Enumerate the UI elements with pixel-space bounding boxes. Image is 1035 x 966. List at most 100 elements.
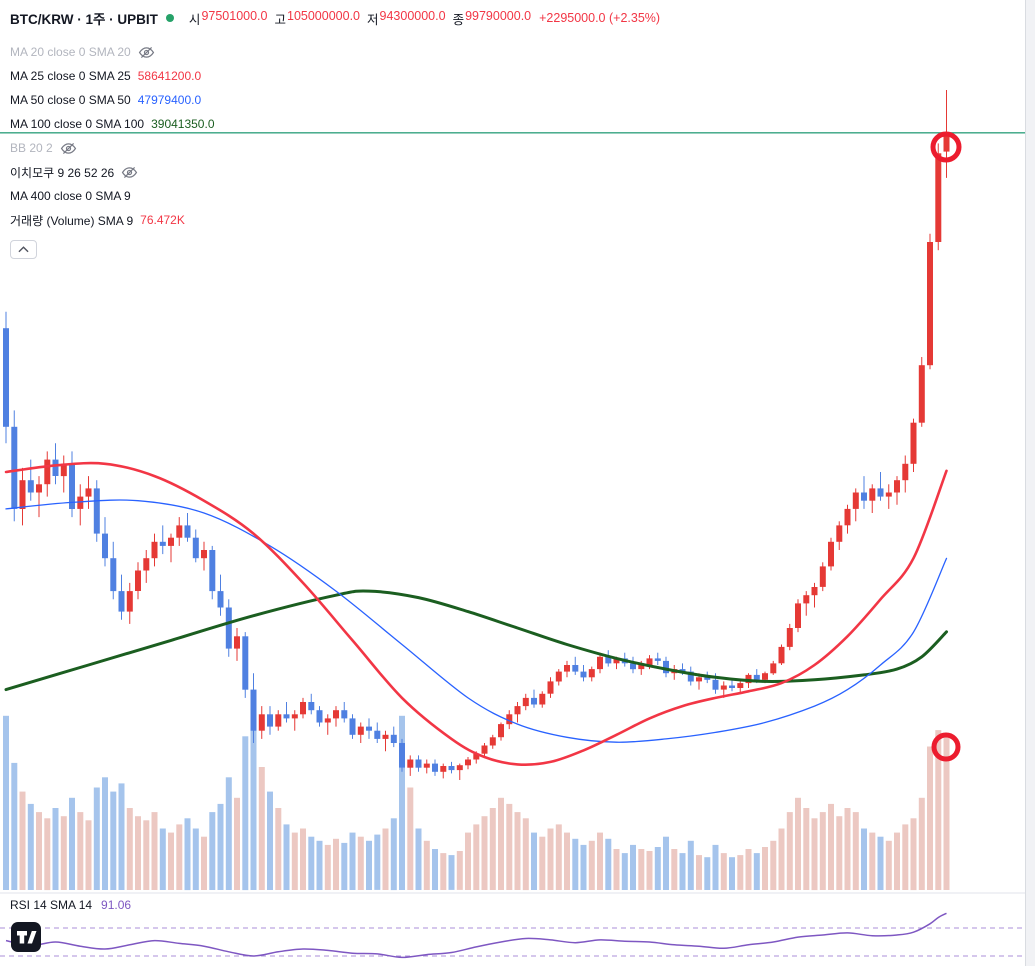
candle-body [27, 480, 34, 493]
candle-body [36, 484, 42, 493]
candle-body [588, 669, 595, 678]
candle-body [564, 665, 570, 672]
indicator-label[interactable]: 거래량 (Volume) SMA 9 [10, 213, 134, 228]
candle-body [11, 426, 18, 509]
volume-bar [27, 803, 34, 890]
volume-bar [267, 791, 273, 890]
volume-bar [828, 803, 834, 890]
market-status-dot [165, 14, 174, 22]
volume-bar [85, 820, 92, 890]
volume-bar [316, 840, 323, 890]
candle-body [118, 591, 125, 612]
candle-body [126, 591, 133, 612]
price-change: +2295000.0 (+2.35%) [539, 11, 661, 25]
candle-body [69, 463, 75, 509]
volume-bar [308, 836, 315, 890]
open-label: 시 [188, 12, 201, 27]
volume-bar [630, 844, 636, 890]
candle-body [819, 566, 826, 587]
indicator-row-ma20[interactable]: MA 20 close 0 SMA 20 [10, 40, 660, 64]
candle-body [679, 669, 686, 672]
volume-bar [927, 746, 933, 890]
indicator-label[interactable]: MA 400 close 0 SMA 9 [10, 189, 131, 203]
volume-bar [671, 849, 678, 890]
indicator-row-bb[interactable]: BB 20 2 [10, 136, 660, 160]
candle-body [687, 671, 694, 682]
volume-bar [135, 816, 141, 890]
volume-bar [522, 818, 529, 891]
indicator-row-ma25[interactable]: MA 25 close 0 SMA 25 58641200.0 [10, 64, 660, 88]
candle-body [803, 595, 810, 604]
indicator-row-ma100[interactable]: MA 100 close 0 SMA 100 39041350.0 [10, 112, 660, 136]
candle-body [102, 533, 108, 559]
volume-bar [3, 715, 9, 890]
open-value: 97501000.0 [201, 8, 268, 23]
volume-bar [572, 838, 579, 890]
volume-bar [580, 844, 587, 890]
volume-bar [374, 834, 381, 890]
indicator-label[interactable]: BB 20 2 [10, 141, 53, 155]
volume-bar [448, 855, 455, 890]
candle-body [654, 658, 661, 661]
candle-body [192, 537, 199, 559]
candle-body [894, 480, 900, 493]
volume-bar [357, 836, 364, 890]
candle-body [795, 603, 801, 628]
eye-slash-icon[interactable] [121, 166, 138, 179]
tradingview-logo[interactable] [10, 921, 42, 953]
candle-body [927, 242, 933, 366]
volume-bar [597, 832, 603, 890]
eye-slash-icon[interactable] [60, 142, 77, 155]
eye-slash-icon[interactable] [138, 46, 155, 59]
candle-body [638, 665, 645, 670]
volume-bar [514, 812, 521, 890]
volume-bar [712, 844, 719, 890]
volume-bar [778, 828, 785, 890]
indicator-label[interactable]: 이치모쿠 9 26 52 26 [10, 165, 115, 180]
indicator-label[interactable]: MA 100 close 0 SMA 100 [10, 117, 145, 131]
low-value: 94300000.0 [379, 8, 446, 23]
volume-bar [102, 777, 108, 890]
rsi-legend[interactable]: RSI 14 SMA 14 91.06 [10, 898, 131, 912]
legend-collapse-button[interactable] [10, 240, 37, 259]
volume-bar [390, 818, 397, 891]
volume-bar [159, 828, 166, 890]
volume-bar [217, 803, 224, 890]
volume-bar [176, 824, 183, 890]
candle-body [341, 710, 348, 719]
indicator-row-ma400[interactable]: MA 400 close 0 SMA 9 [10, 184, 660, 208]
candle-body [184, 525, 191, 538]
ohlc-open: 시 97501000.0 [189, 9, 268, 28]
candle-body [935, 153, 942, 242]
candle-body [869, 488, 876, 501]
volume-bar [423, 840, 430, 890]
volume-bar [894, 832, 900, 890]
rsi-value: 91.06 [101, 898, 132, 912]
candle-body [349, 718, 356, 735]
indicator-row-ichimoku[interactable]: 이치모쿠 9 26 52 26 [10, 160, 660, 184]
indicator-label[interactable]: MA 20 close 0 SMA 20 [10, 45, 131, 59]
indicator-row-volume[interactable]: 거래량 (Volume) SMA 9 76.472K [10, 208, 660, 232]
rsi-label[interactable]: RSI 14 SMA 14 [10, 898, 93, 912]
volume-bar [143, 820, 150, 890]
indicator-label[interactable]: MA 25 close 0 SMA 25 [10, 69, 131, 83]
volume-bar [192, 828, 199, 890]
indicator-label[interactable]: MA 50 close 0 SMA 50 [10, 93, 131, 107]
volume-bar [201, 836, 207, 890]
candle-body [135, 570, 141, 591]
volume-bar [234, 797, 240, 890]
candle-body [283, 714, 290, 719]
candle-body [522, 697, 529, 707]
volume-bar [704, 857, 711, 890]
volume-bar [910, 818, 917, 891]
volume-bar [852, 812, 859, 890]
volume-bar [531, 832, 537, 890]
volume-bar [366, 840, 372, 890]
candle-body [481, 745, 488, 754]
candle-body [828, 541, 834, 567]
indicator-row-ma50[interactable]: MA 50 close 0 SMA 50 47979400.0 [10, 88, 660, 112]
candle-body [52, 459, 59, 476]
symbol-title[interactable]: BTC/KRW · 1주 · UPBIT [10, 12, 158, 27]
price-axis[interactable] [1025, 0, 1035, 966]
